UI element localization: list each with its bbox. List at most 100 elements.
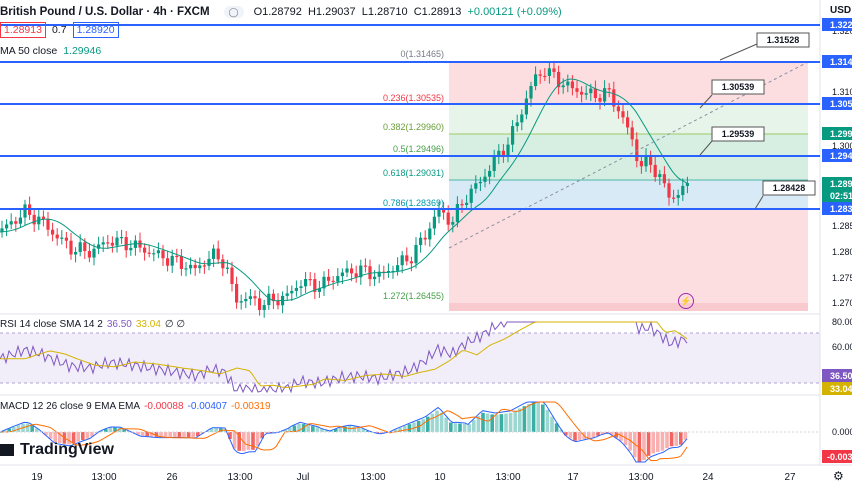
macd-bar [490, 414, 494, 432]
rsi-legend[interactable]: RSI 14 close SMA 14 2 36.50 33.04 ∅ ∅ [0, 319, 185, 330]
macd-bar [403, 425, 407, 432]
candle-body [78, 242, 82, 252]
price-tick: 1.2700 [832, 298, 852, 308]
close-value: C1.28913 [413, 6, 462, 18]
candle-body [455, 204, 459, 223]
eye-icon[interactable]: ◯ [223, 6, 244, 18]
candle-body [129, 247, 133, 251]
candle-body [244, 298, 248, 302]
macd-legend[interactable]: MACD 12 26 close 9 EMA EMA -0.00088 -0.004… [0, 401, 271, 412]
macd-bar [577, 432, 582, 440]
candle-body [543, 75, 547, 78]
macd-bar [315, 427, 320, 432]
time-tick: 26 [166, 472, 178, 483]
candle-body [5, 224, 9, 229]
candle-body [41, 216, 45, 220]
candle-body [267, 293, 271, 306]
macd-bar [260, 432, 264, 439]
candle-body [626, 117, 630, 128]
candle-body [386, 270, 390, 273]
macd-bar [352, 426, 356, 432]
macd-bar [683, 432, 688, 440]
candle-body [396, 265, 400, 271]
candle-body [179, 255, 183, 269]
candle-body [74, 251, 78, 255]
macd-bar [522, 406, 527, 432]
candle-body [552, 68, 556, 72]
macd-bar [159, 432, 163, 438]
candle-body [345, 268, 349, 273]
candle-body [110, 242, 114, 246]
macd-value: -0.00407 [187, 401, 228, 412]
macd-bar [265, 432, 269, 434]
candle-body [368, 266, 372, 280]
macd-bar [545, 409, 550, 432]
price-axis: 1.32001.31001.30001.29001.28501.28001.27… [822, 18, 852, 463]
macd-bar [35, 428, 39, 432]
candle-body [612, 89, 616, 107]
candle-body [0, 228, 4, 232]
price-tick: 1.3000 [832, 141, 852, 151]
candle-body [156, 250, 160, 254]
macd-bar [541, 404, 545, 432]
alert-icon[interactable]: ⚡ [678, 293, 694, 309]
ma-legend[interactable]: MA 50 close 1.29946 [0, 45, 101, 57]
macd-bar [550, 416, 554, 432]
candle-body [580, 91, 584, 95]
candle-body [258, 298, 262, 310]
candle-body [143, 247, 147, 253]
macd-bar [669, 432, 674, 447]
macd-bar [196, 432, 200, 437]
candle-body [124, 237, 128, 251]
candle-body [308, 278, 312, 281]
macd-line [0, 401, 688, 463]
candle-body [207, 258, 211, 266]
macd-bar [508, 412, 513, 432]
candle-body [460, 204, 464, 206]
macd-bar [320, 429, 324, 432]
macd-bar [237, 432, 241, 451]
macd-bar [140, 432, 145, 436]
macd-bar [186, 432, 191, 438]
candle-body [175, 255, 179, 258]
macd-tag-label: -0.0032 [827, 452, 852, 462]
candle-body [14, 221, 18, 224]
macd-bar [48, 432, 53, 439]
callout-3: 1.29539 [722, 129, 755, 139]
time-tick: 17 [567, 472, 579, 483]
candle-body [290, 290, 294, 294]
candle-body [299, 286, 303, 289]
candle-body [230, 267, 234, 284]
candle-body [644, 155, 648, 167]
macd-bar [481, 412, 485, 432]
sell-button[interactable]: 1.28913 [0, 22, 46, 38]
tradingview-logo[interactable]: TradingView [0, 441, 114, 459]
macd-bar [361, 428, 366, 432]
symbol-title[interactable]: British Pound / U.S. Dollar · 4h · FXCM [0, 6, 210, 18]
gear-icon[interactable]: ⚙ [833, 469, 844, 483]
macd-bar [642, 432, 646, 461]
macd-bar [679, 432, 683, 445]
currency-label: USD [830, 5, 852, 16]
fib-label-1272: 1.272(1.26455) [383, 291, 444, 301]
macd-bar [71, 432, 76, 444]
candle-body [115, 237, 119, 246]
candle-body [225, 267, 229, 269]
macd-bar [30, 425, 34, 432]
fib-label-0236: 0.236(1.30535) [383, 93, 444, 103]
macd-bar [329, 430, 333, 432]
macd-bar [499, 414, 504, 432]
macd-bar [646, 432, 651, 456]
macd-bar [288, 427, 292, 432]
macd-bar [338, 427, 343, 432]
buy-button[interactable]: 1.28920 [72, 22, 119, 38]
fib-label-0786: 0.786(1.28369) [383, 198, 444, 208]
macd-bar [214, 428, 218, 432]
candle-body [152, 253, 156, 255]
candle-body [511, 126, 515, 145]
candle-body [377, 271, 381, 277]
price-tag [822, 18, 852, 31]
candle-body [607, 88, 611, 90]
candle-body [294, 288, 298, 291]
